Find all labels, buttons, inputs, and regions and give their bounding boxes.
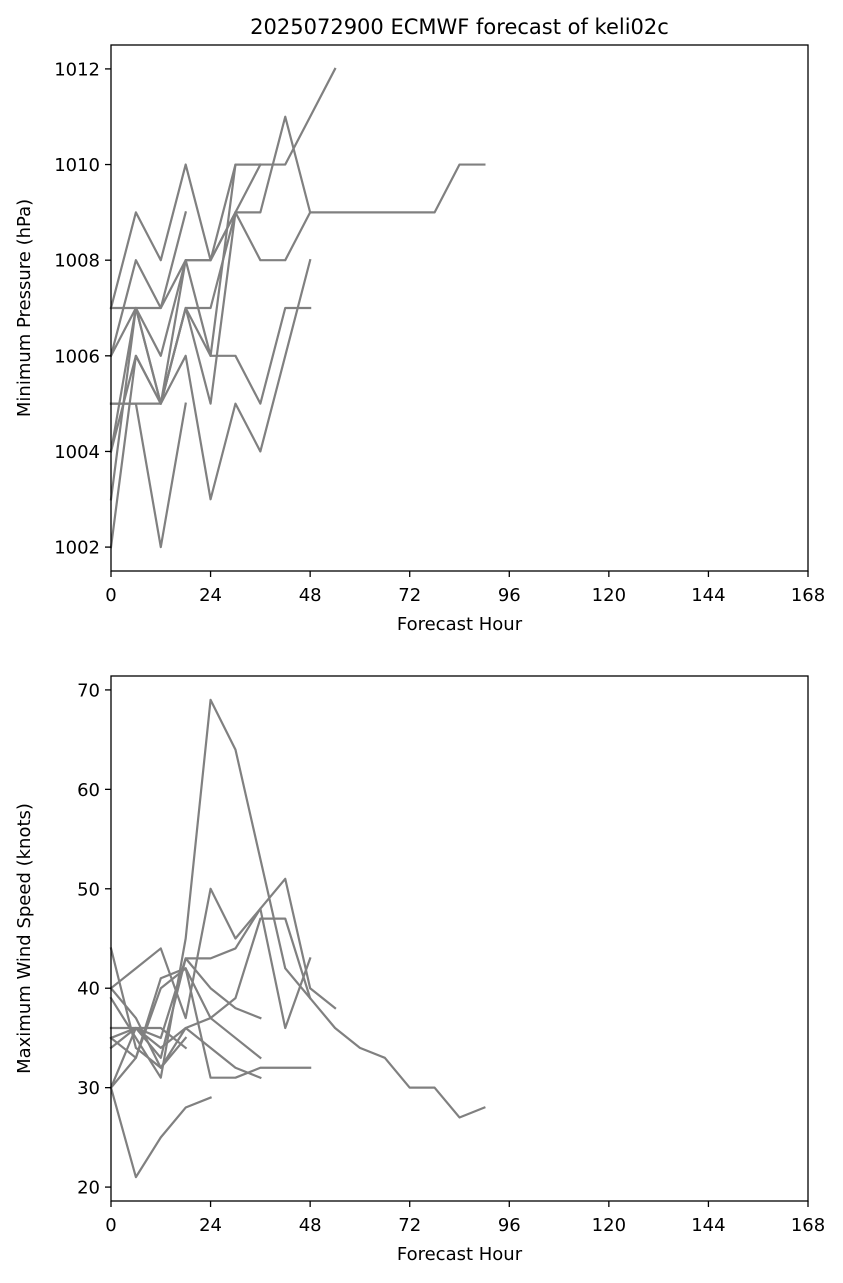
pressure-x-tick-label: 144 <box>691 585 725 606</box>
pressure-x-axis-label: Forecast Hour <box>397 614 523 635</box>
wind-x-axis-label: Forecast Hour <box>397 1244 523 1265</box>
chart-title: 2025072900 ECMWF forecast of keli02c <box>250 15 669 39</box>
wind-x-tick-label: 168 <box>791 1215 825 1236</box>
wind-x-tick-label: 48 <box>299 1215 322 1236</box>
wind-x-tick-label: 96 <box>498 1215 521 1236</box>
pressure-series-line-9 <box>109 211 188 358</box>
pressure-y-tick-label: 1006 <box>54 346 100 367</box>
wind-series-line-2 <box>109 877 337 1020</box>
wind-y-axis-label: Maximum Wind Speed (knots) <box>14 803 35 1074</box>
wind-series-line-10 <box>109 1086 212 1179</box>
pressure-x-tick-label: 0 <box>105 585 116 606</box>
wind-series-line-3 <box>109 698 312 1079</box>
wind-series-line-11 <box>109 1026 188 1050</box>
wind-series-line-9 <box>109 986 188 1069</box>
pressure-series-line-5 <box>109 258 312 549</box>
wind-speed-panel: 0 24 48 72 96 120 144 168 20 30 40 50 60 70 Forecast H… <box>14 675 825 1265</box>
pressure-x-tick-label: 120 <box>592 585 626 606</box>
pressure-x-tick-label: 168 <box>791 585 825 606</box>
wind-series-line-8 <box>109 967 262 1090</box>
wind-y-tick-label: 20 <box>77 1178 100 1199</box>
wind-y-tick-label: 50 <box>77 879 100 900</box>
wind-y-tick-label: 60 <box>77 780 100 801</box>
wind-y-tick-label: 40 <box>77 979 100 1000</box>
wind-y-tick-label: 70 <box>77 680 100 701</box>
pressure-panel: 0 24 48 72 96 120 144 168 1002 1004 1006 1008 1010 10… <box>14 44 825 635</box>
pressure-y-tick-label: 1002 <box>54 538 100 559</box>
pressure-series-line-8 <box>109 211 237 453</box>
wind-x-tick-label: 0 <box>105 1215 116 1236</box>
wind-x-tick-label: 24 <box>199 1215 222 1236</box>
pressure-y-tick-label: 1008 <box>54 251 100 272</box>
wind-x-tick-label: 120 <box>592 1215 626 1236</box>
pressure-plot-frame <box>110 44 809 572</box>
pressure-series-line-2 <box>109 67 337 310</box>
pressure-x-tick-label: 72 <box>398 585 421 606</box>
pressure-y-axis-label: Minimum Pressure (hPa) <box>14 199 35 417</box>
pressure-x-tick-label: 48 <box>299 585 322 606</box>
wind-x-tick-label: 72 <box>398 1215 421 1236</box>
wind-x-tick-label: 144 <box>691 1215 725 1236</box>
pressure-x-tick-label: 96 <box>498 585 521 606</box>
pressure-y-tick-label: 1010 <box>54 155 100 176</box>
pressure-x-tick-label: 24 <box>199 585 222 606</box>
wind-plot-frame <box>110 675 809 1202</box>
pressure-series-line-10 <box>109 402 187 549</box>
wind-y-tick-label: 30 <box>77 1078 100 1099</box>
pressure-y-tick-label: 1012 <box>54 59 100 80</box>
pressure-y-tick-label: 1004 <box>54 442 100 463</box>
wind-series-line-1 <box>109 917 486 1119</box>
